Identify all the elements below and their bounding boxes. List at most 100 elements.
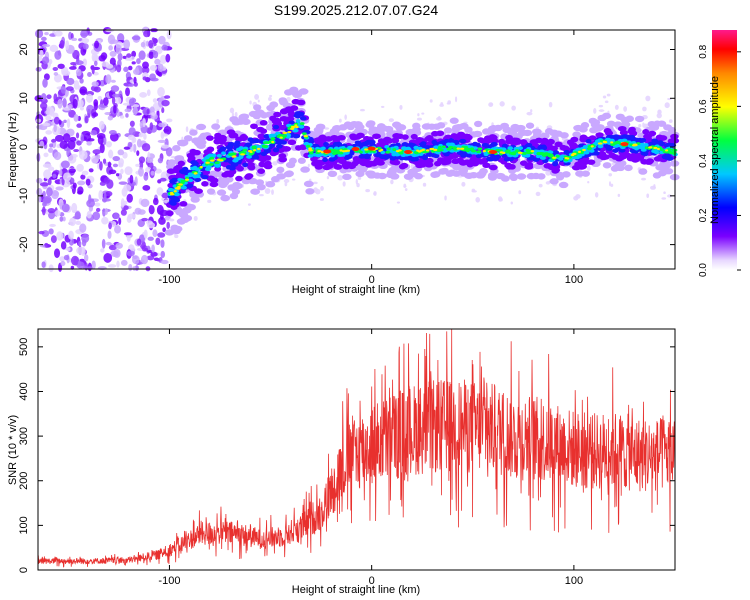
spectrogram-cell bbox=[68, 168, 76, 174]
spectrogram-cell bbox=[140, 41, 146, 48]
spectrogram-cell bbox=[158, 216, 166, 225]
spectrogram-cell bbox=[42, 163, 52, 168]
spectrogram-cell bbox=[141, 143, 151, 152]
spectrogram-ridge-cell bbox=[213, 135, 223, 141]
spectrogram-cell bbox=[174, 234, 179, 239]
spectrogram-cell bbox=[71, 202, 78, 213]
spectrogram-cell bbox=[138, 132, 144, 138]
spectrogram-cell bbox=[617, 193, 621, 198]
spectrogram-cell bbox=[645, 95, 651, 102]
spectrogram-cell bbox=[68, 103, 73, 109]
spectrogram-cell bbox=[108, 149, 114, 159]
spectrogram-ridge-cell bbox=[588, 135, 597, 141]
spectrogram-cell bbox=[160, 131, 165, 139]
spectrogram-cell bbox=[154, 58, 161, 65]
spectrogram-ridge-cell bbox=[330, 135, 339, 141]
spectrogram-cell bbox=[109, 132, 119, 142]
spectrogram-ridge-cell bbox=[179, 201, 188, 207]
spectrogram-cell bbox=[72, 182, 77, 189]
spectrogram-ridge-cell bbox=[571, 164, 581, 171]
spectrogram-cell bbox=[161, 107, 165, 114]
spectrogram-cell bbox=[112, 163, 119, 168]
spectrogram-ridge-cell bbox=[483, 135, 493, 141]
spectrogram-ridge-cell bbox=[559, 144, 568, 151]
spectrogram-ridge-cell bbox=[482, 149, 486, 153]
spectrogram-ridge-cell bbox=[239, 135, 248, 142]
spectrogram-cell bbox=[52, 190, 60, 197]
spectrogram-cell bbox=[78, 241, 82, 247]
spectrogram-ridge-cell bbox=[208, 162, 214, 166]
spectrogram-ridge-cell bbox=[333, 149, 338, 153]
spectrogram-ridge-cell bbox=[294, 124, 298, 127]
spectrogram-ridge-cell bbox=[257, 133, 266, 140]
spectrogram-cell bbox=[131, 56, 135, 60]
spectrogram-cell bbox=[602, 95, 607, 99]
spectrogram-cell bbox=[53, 116, 60, 125]
spectrogram-cell bbox=[115, 96, 122, 105]
spectrogram-cell bbox=[152, 50, 159, 59]
spectrogram-ridge-cell bbox=[387, 147, 391, 151]
spectrogram-ridge-cell bbox=[385, 150, 391, 154]
spectrogram-cell bbox=[80, 32, 89, 37]
spectrogram-cell bbox=[62, 199, 67, 205]
spectrogram-cell bbox=[77, 180, 86, 186]
spectrogram-cell bbox=[355, 178, 358, 185]
spectrogram-ridge-cell bbox=[648, 130, 657, 137]
spectrogram-cell bbox=[139, 92, 148, 98]
y-tick-label: 0 bbox=[18, 144, 30, 150]
spectrogram-ridge-cell bbox=[263, 134, 271, 139]
spectrogram-cell bbox=[54, 248, 61, 259]
spectrogram-ridge-cell bbox=[282, 146, 290, 152]
spectrogram-ridge-cell bbox=[451, 126, 461, 133]
spectrogram-cell bbox=[165, 53, 171, 63]
spectrogram-cell bbox=[45, 115, 52, 121]
spectrogram-cell bbox=[110, 85, 120, 92]
spectrogram-cell bbox=[80, 133, 84, 143]
spectrogram-cell bbox=[63, 254, 70, 261]
x-tick-label: 0 bbox=[369, 575, 375, 587]
spectrogram-ridge-cell bbox=[595, 132, 604, 138]
spectrogram-ridge-cell bbox=[517, 151, 523, 154]
spectrogram-ridge-cell bbox=[256, 126, 265, 133]
spectrogram-ridge-cell bbox=[242, 148, 248, 152]
spectrogram-cell bbox=[161, 44, 168, 51]
spectrogram-cell bbox=[135, 163, 140, 167]
spectrogram-ridge-cell bbox=[597, 114, 607, 122]
spectrogram-ridge-cell bbox=[657, 147, 660, 151]
spectrogram-cell bbox=[319, 198, 324, 201]
x-tick-label: 0 bbox=[369, 274, 375, 286]
spectrogram-ridge-cell bbox=[577, 150, 581, 154]
spectrogram-ridge-cell bbox=[209, 181, 219, 188]
spectrogram-cell bbox=[115, 173, 120, 177]
spectrogram-ridge-cell bbox=[659, 148, 665, 151]
spectrogram-cell bbox=[92, 149, 102, 155]
spectrogram-ridge-cell bbox=[432, 153, 440, 159]
spectrogram-cell bbox=[157, 232, 166, 238]
spectrogram-cell bbox=[91, 112, 99, 118]
spectrogram-ridge-cell bbox=[290, 127, 295, 131]
spectrogram-cell bbox=[68, 230, 74, 240]
spectrogram-cell bbox=[90, 85, 99, 92]
spectrogram-ridge-cell bbox=[329, 127, 340, 135]
spectrogram-cell bbox=[166, 221, 170, 230]
spectrogram-cell bbox=[97, 95, 103, 101]
spectrogram-cell bbox=[98, 189, 103, 200]
spectrogram-ridge-cell bbox=[337, 134, 346, 141]
spectrogram-ridge-cell bbox=[401, 142, 409, 147]
spectrogram-ridge-cell bbox=[311, 152, 318, 157]
spectrogram-ridge-cell bbox=[501, 143, 508, 149]
spectrogram-cell bbox=[59, 169, 63, 177]
spectrogram-ridge-cell bbox=[170, 195, 177, 200]
spectrogram-ridge-cell bbox=[555, 171, 565, 179]
spectrogram-cell bbox=[88, 168, 94, 173]
spectrogram-ridge-cell bbox=[290, 125, 296, 129]
x-tick-label: 100 bbox=[565, 575, 583, 587]
spectrogram-cell bbox=[447, 100, 451, 104]
spectrogram-ridge-cell bbox=[178, 211, 189, 219]
spectrogram-cell bbox=[48, 228, 54, 235]
colorbar-label: Normalized spectral amplitude bbox=[709, 76, 721, 224]
spectrogram-ridge-cell bbox=[615, 155, 625, 161]
spectrogram-ridge-cell bbox=[356, 132, 365, 139]
spectrogram-cell bbox=[264, 188, 271, 194]
